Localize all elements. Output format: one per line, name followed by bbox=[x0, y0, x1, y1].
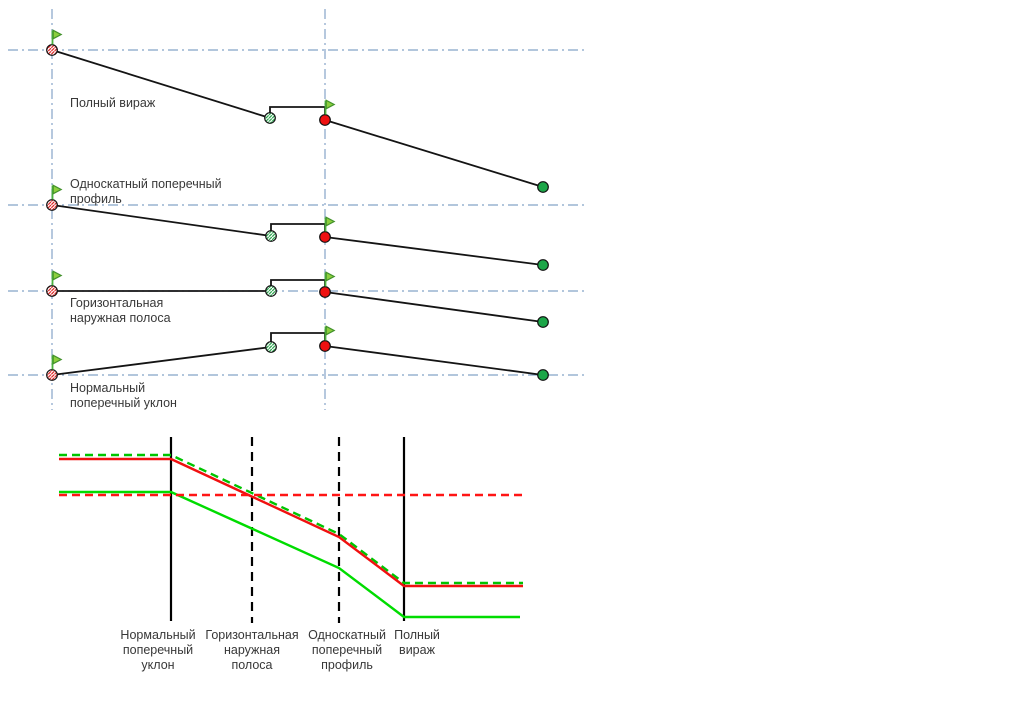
axis-red-marker bbox=[319, 286, 331, 298]
inner-edge-hatched-green-marker bbox=[265, 341, 277, 353]
right-edge-green-marker bbox=[537, 181, 549, 193]
carriageway-left-line bbox=[51, 49, 271, 119]
flag-pennant bbox=[325, 325, 336, 336]
carriageway-right-line bbox=[324, 291, 544, 323]
left-edge-hatched-red-marker bbox=[46, 369, 58, 381]
chart-line-edge-level-red-solid bbox=[59, 457, 523, 588]
axis-step-line bbox=[270, 279, 326, 287]
stage-label-horizontal-outer-lane: Горизонтальная наружная полоса bbox=[205, 628, 299, 672]
flag-pennant bbox=[325, 99, 336, 110]
axis-red-marker bbox=[319, 340, 331, 352]
flag-icon bbox=[324, 99, 336, 115]
inner-edge-hatched-green-marker bbox=[265, 285, 277, 297]
stage-label-single-slope-profile: Односкатный поперечный профиль bbox=[308, 628, 386, 672]
carriageway-right-line bbox=[324, 119, 544, 188]
cross-section-row bbox=[46, 184, 549, 271]
cross-section-row bbox=[46, 29, 549, 193]
flag-icon bbox=[324, 216, 336, 232]
section-label-single-slope-profile: Односкатный поперечный профиль bbox=[70, 177, 222, 206]
inner-edge-hatched-green-marker bbox=[264, 112, 276, 124]
section-label-full-superelevation: Полный вираж bbox=[70, 96, 156, 110]
axis-red-marker bbox=[319, 231, 331, 243]
left-edge-hatched-red-marker bbox=[46, 285, 58, 297]
stage-label-full-superelevation: Полный вираж bbox=[394, 628, 440, 657]
right-edge-green-marker bbox=[537, 369, 549, 381]
axis-step-line bbox=[270, 332, 326, 342]
axis-step-line bbox=[269, 106, 326, 115]
carriageway-right-line bbox=[324, 236, 544, 266]
flag-icon bbox=[324, 271, 336, 287]
carriageway-left-line bbox=[51, 204, 272, 237]
flag-icon bbox=[51, 270, 63, 286]
chart-line-edge-level-green-solid bbox=[59, 490, 520, 619]
flag-icon bbox=[51, 29, 63, 45]
flag-pennant bbox=[52, 184, 63, 195]
axis-step-line bbox=[270, 223, 326, 232]
flag-icon bbox=[51, 184, 63, 200]
flag-pennant bbox=[52, 354, 63, 365]
cross-section-row bbox=[46, 270, 549, 328]
chart-line-edge-level-green-dashed bbox=[59, 453, 523, 585]
inner-edge-hatched-green-marker bbox=[265, 230, 277, 242]
cross-section-row bbox=[46, 325, 549, 381]
section-label-normal-cross-slope: Нормальный поперечный уклон bbox=[70, 381, 177, 410]
flag-pennant bbox=[52, 270, 63, 281]
carriageway-left-line bbox=[51, 346, 272, 376]
flag-pennant bbox=[52, 29, 63, 40]
left-edge-hatched-red-marker bbox=[46, 199, 58, 211]
right-edge-green-marker bbox=[537, 316, 549, 328]
stage-label-normal-cross-slope: Нормальный поперечный уклон bbox=[120, 628, 196, 672]
left-edge-hatched-red-marker bbox=[46, 44, 58, 56]
flag-pennant bbox=[325, 271, 336, 282]
flag-icon bbox=[51, 354, 63, 370]
flag-icon bbox=[324, 325, 336, 341]
right-edge-green-marker bbox=[537, 259, 549, 271]
section-label-horizontal-outer-lane: Горизонтальная наружная полоса bbox=[70, 296, 171, 325]
flag-pennant bbox=[325, 216, 336, 227]
carriageway-right-line bbox=[324, 345, 544, 376]
axis-red-marker bbox=[319, 114, 331, 126]
